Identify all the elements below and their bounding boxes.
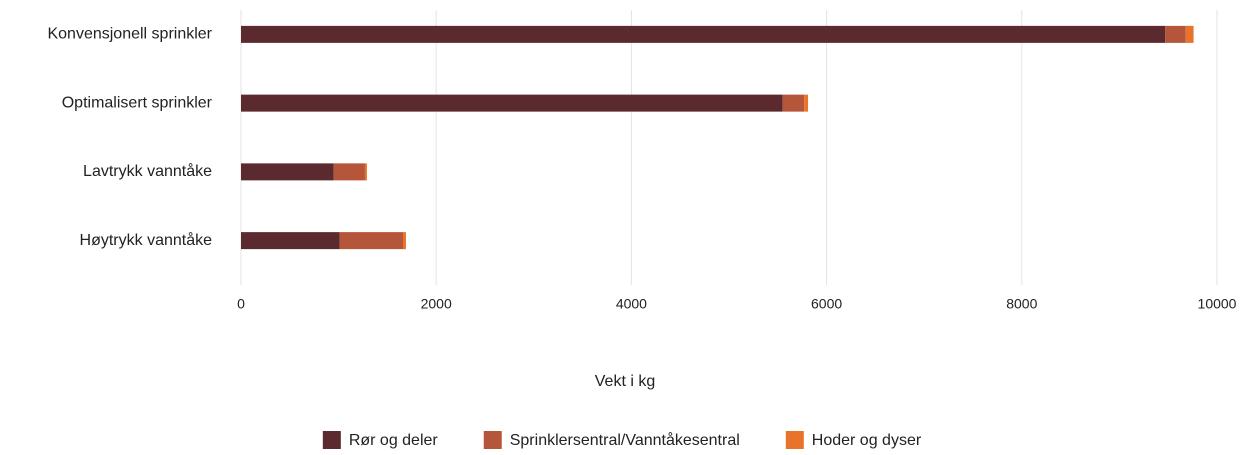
y-tick-label: Konvensjonell sprinkler (47, 26, 212, 43)
y-tick-label: Høytrykk vanntåke (80, 231, 213, 249)
x-tick-label: 2000 (421, 296, 452, 312)
bar-segment (364, 163, 367, 181)
y-tick-label: Optimalisert sprinkler (62, 94, 213, 111)
legend-label: Rør og deler (349, 432, 439, 449)
x-tick-label: 6000 (811, 296, 842, 312)
bar-segment (782, 94, 805, 112)
legend-swatch (322, 431, 341, 449)
bar-segment (1165, 25, 1186, 43)
legend-label: Sprinklersentral/Vanntåkesentral (510, 431, 740, 449)
x-tick-label: 4000 (616, 296, 647, 312)
legend-swatch (785, 431, 804, 449)
bar-segment (1185, 25, 1194, 43)
bar-segment (333, 163, 365, 181)
bar-segment (403, 232, 406, 250)
bar-segment (804, 94, 809, 112)
bar-segment (241, 163, 334, 181)
x-tick-label: 10000 (1198, 296, 1237, 312)
legend-swatch (483, 431, 502, 449)
y-tick-label: Lavtrykk vanntåke (83, 162, 212, 180)
x-tick-label: 0 (237, 296, 245, 312)
x-axis-label: Vekt i kg (595, 373, 655, 390)
legend-label: Hoder og dyser (812, 432, 922, 449)
bar-segment (241, 232, 340, 250)
bar-segment (241, 25, 1166, 43)
bar-segment (241, 94, 783, 112)
x-tick-label: 8000 (1006, 296, 1037, 312)
bar-segment (339, 232, 404, 250)
